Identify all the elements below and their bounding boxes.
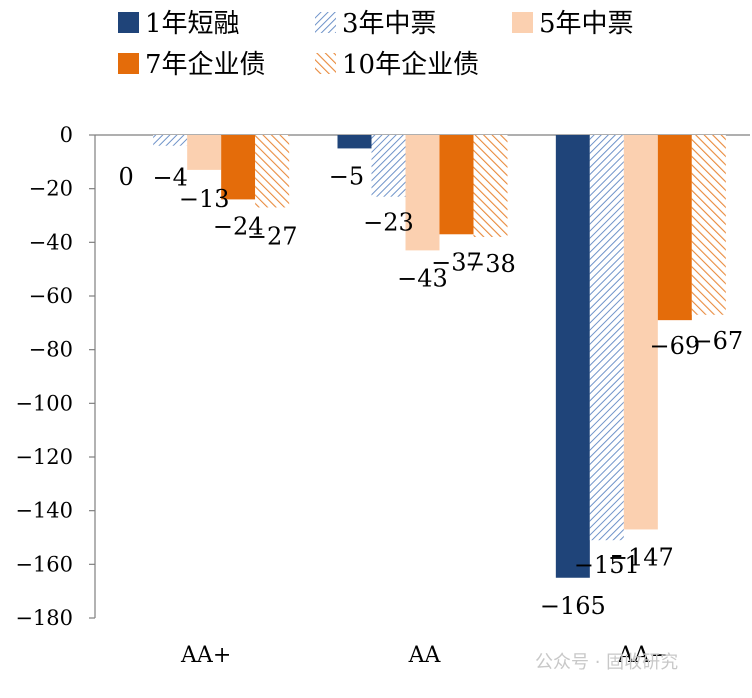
- data-label: −13: [179, 185, 230, 213]
- bar-AA−-7年企业债: [657, 135, 692, 321]
- legend-swatch-5: [315, 53, 336, 74]
- y-tick-label: −160: [15, 552, 73, 576]
- bar-AA-1年短融: [337, 135, 372, 149]
- data-labels: 0 −4−13−24−27 −5 −23 −43−37−38 −165 −151−147 −6…: [119, 162, 744, 619]
- legend-label-3: 5年中票: [539, 9, 634, 39]
- data-label: −37: [431, 248, 482, 276]
- bar-AA-10年企业债: [473, 135, 508, 237]
- legend-swatch-4: [118, 53, 139, 74]
- data-label: −69: [650, 332, 701, 360]
- y-tick-label: −120: [15, 445, 73, 469]
- legend-swatch-2: [315, 12, 336, 33]
- data-label: −24: [213, 212, 264, 240]
- data-label: −43: [397, 264, 448, 292]
- y-tick-label: −20: [29, 177, 73, 201]
- y-axis: 0 −20 −40 −60 −80 −100 −120 −140 −160 −180: [15, 123, 96, 630]
- bar-AA+-5年中票: [187, 135, 222, 170]
- legend-label-1: 1年短融: [145, 9, 240, 39]
- x-category-label: AA−: [617, 643, 668, 668]
- data-label: −38: [465, 250, 516, 278]
- data-label: 0: [119, 163, 134, 191]
- legend-swatch-1: [118, 12, 139, 33]
- x-category-label: AA+: [180, 643, 231, 668]
- watermark: 公众号 · 固收研究: [535, 652, 678, 673]
- data-label: −165: [540, 592, 606, 620]
- legend-swatch-3: [512, 12, 533, 33]
- bar-AA−-10年企业债: [691, 135, 726, 315]
- y-tick-label: −180: [15, 606, 73, 630]
- legend-label-2: 3年中票: [342, 9, 437, 39]
- y-tick-label: −60: [29, 284, 73, 308]
- data-label: −151: [574, 551, 640, 579]
- x-category-label: AA: [408, 643, 442, 668]
- bar-AA-7年企业债: [439, 135, 474, 235]
- bar-AA+-3年中票: [153, 135, 188, 146]
- data-label: −5: [329, 162, 364, 190]
- y-tick-label: −140: [15, 499, 73, 523]
- bar-AA−-3年中票: [589, 135, 624, 541]
- data-label: −27: [247, 222, 298, 250]
- bar-AA−-1年短融: [555, 135, 590, 578]
- y-tick-label: −100: [15, 391, 73, 415]
- bar-AA-3年中票: [371, 135, 406, 197]
- data-label: −67: [693, 327, 744, 355]
- y-tick-label: −40: [29, 230, 73, 254]
- data-label: −147: [608, 543, 674, 571]
- bar-AA-5年中票: [405, 135, 440, 251]
- data-label: −4: [152, 164, 187, 192]
- bars: [153, 135, 726, 578]
- data-label: −23: [363, 209, 414, 237]
- y-tick-label: −80: [29, 338, 73, 362]
- y-tick-label: 0: [60, 123, 73, 147]
- legend-label-5: 10年企业债: [342, 50, 479, 80]
- bar-AA+-7年企业债: [221, 135, 256, 200]
- bar-AA−-5年中票: [623, 135, 658, 530]
- legend: 1年短融 3年中票 5年中票 7年企业债 10年企业债: [118, 9, 634, 80]
- legend-label-4: 7年企业债: [145, 50, 266, 80]
- bar-AA+-10年企业债: [255, 135, 290, 208]
